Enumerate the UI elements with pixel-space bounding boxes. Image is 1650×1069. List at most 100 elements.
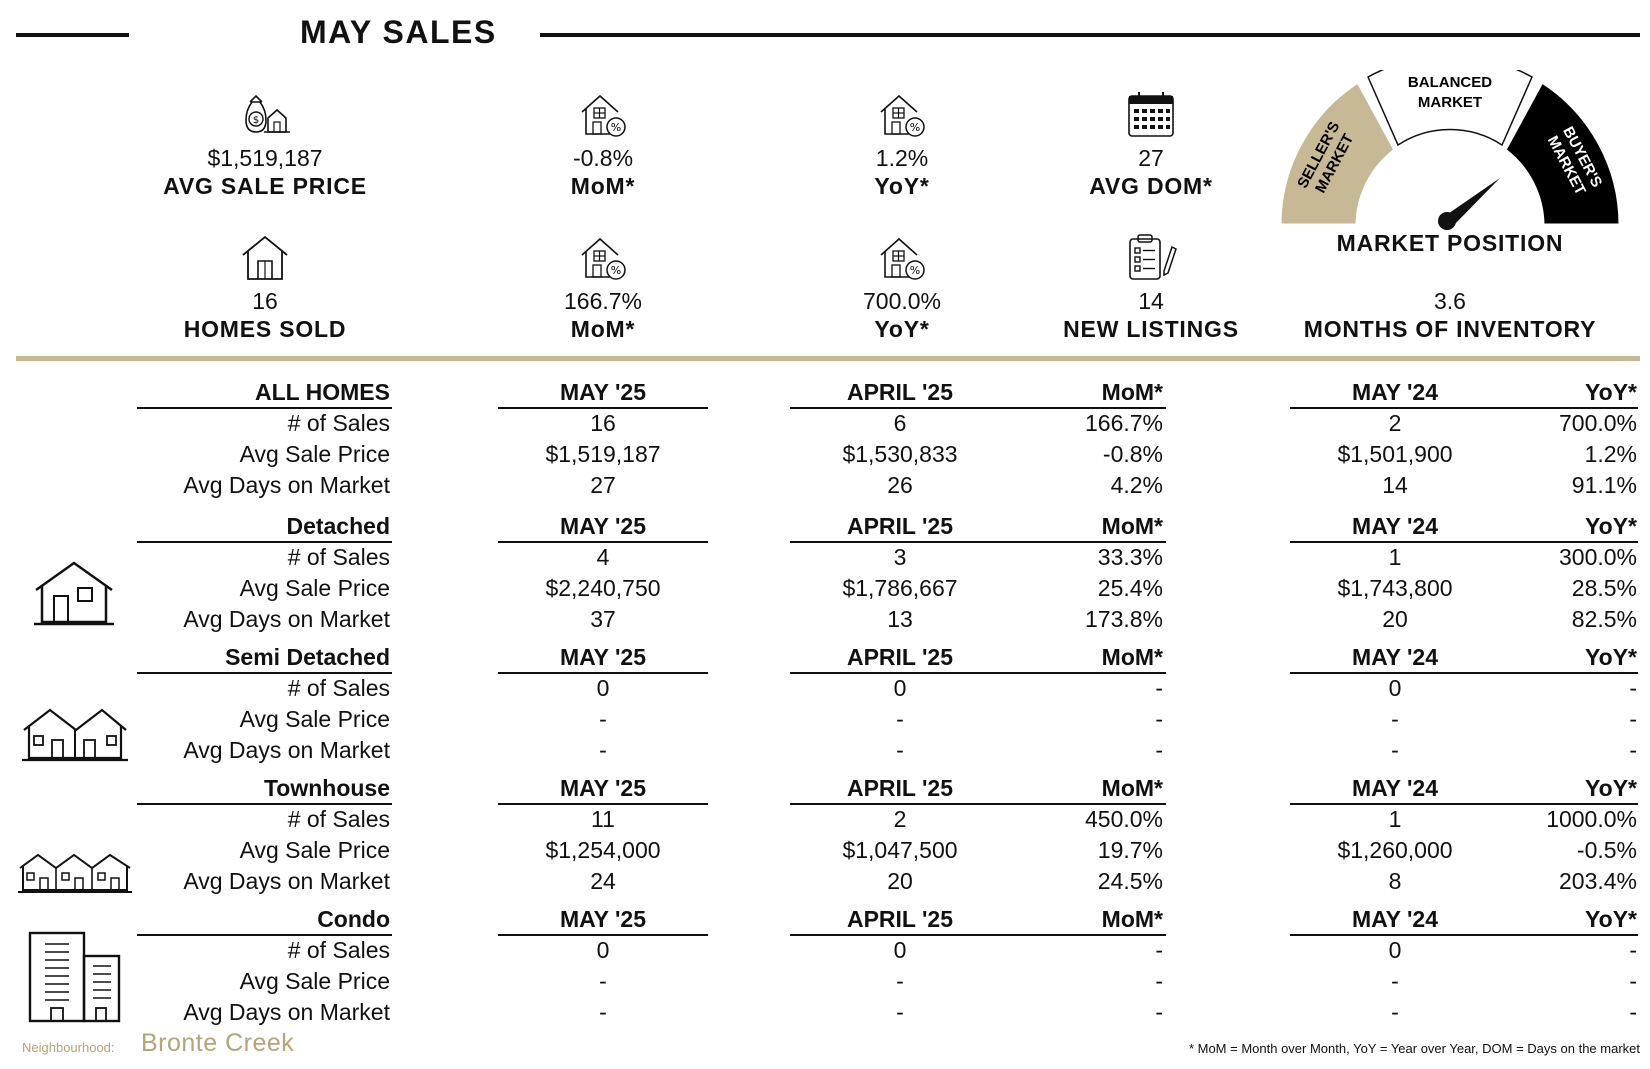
price-yoy-label: YoY* [874,173,930,199]
table-cell: $1,530,833 [842,441,958,467]
neighbourhood-name: Bronte Creek [141,1029,295,1057]
table-cell: - [1629,937,1637,963]
months-inventory-label: MONTHS OF INVENTORY [1303,316,1597,342]
price-mom-value: -0.8% [572,145,634,171]
table-cell: 25.4% [1097,575,1163,601]
column-header: APRIL '25 [846,644,954,670]
stat-new-listings: 14 NEW LISTINGS [1001,231,1301,343]
table-cell: -0.5% [1576,837,1637,863]
row-label: Avg Sale Price [239,706,390,732]
semi-detached-icon [22,708,128,762]
table-cell: - [599,706,607,732]
row-label: # of Sales [287,544,390,570]
buyer-market-segment [1503,79,1622,227]
column-header: YoY* [1585,644,1637,670]
table-cell: - [1155,737,1163,763]
table-cell: 1 [1388,806,1402,832]
balanced-label-1: BALANCED [1408,74,1492,91]
table-cell: 20 [887,868,913,894]
table-cell: - [1629,675,1637,701]
row-label: # of Sales [287,937,390,963]
table-cell: $1,501,900 [1337,441,1453,467]
balanced-market-segment [1367,70,1533,147]
table-cell: 4 [596,544,610,570]
table-cell: - [896,968,904,994]
header-rule-left [16,33,129,37]
table-cell: $1,743,800 [1337,575,1453,601]
header-underline [1290,407,1638,409]
table-cell: 203.4% [1558,868,1637,894]
header-underline [1290,803,1638,805]
table-cell: 6 [893,410,907,436]
header-underline [137,934,392,936]
row-label: Avg Days on Market [183,868,390,894]
table-cell: 28.5% [1571,575,1637,601]
house-percent-icon: % [880,94,925,137]
column-header: MAY '24 [1351,906,1439,932]
column-header: YoY* [1585,379,1637,405]
header-underline [498,803,708,805]
price-mom-label: MoM* [570,173,636,199]
table-cell: - [1155,999,1163,1025]
table-cell: 20 [1382,606,1408,632]
sales-yoy-value: 700.0% [862,288,941,314]
table-cell: $1,260,000 [1337,837,1453,863]
market-position-gauge: SELLER'S MARKET BALANCED MARKET BUYER'S … [1278,70,1622,230]
table-cell: - [1155,937,1163,963]
table-cell: 0 [596,937,610,963]
stat-avg-dom: 27 AVG DOM* [1001,88,1301,200]
row-label: Avg Days on Market [183,472,390,498]
table-cell: - [1391,999,1399,1025]
section-title: Townhouse [263,775,390,801]
table-cell: - [1629,999,1637,1025]
section-title: ALL HOMES [254,379,390,405]
balanced-label-2: MARKET [1418,94,1482,111]
table-cell: 2 [893,806,907,832]
row-label: # of Sales [287,675,390,701]
header-underline [498,934,708,936]
header-underline [790,407,1166,409]
column-header: MAY '25 [559,379,647,405]
row-label: Avg Sale Price [239,837,390,863]
header-underline [498,407,708,409]
table-cell: - [1391,706,1399,732]
column-header: MoM* [1101,379,1163,405]
new-listings-value: 14 [1138,288,1164,314]
table-cell: $1,047,500 [842,837,958,863]
stat-price-yoy: % 1.2% YoY* [752,88,1052,200]
table-cell: - [896,999,904,1025]
table-cell: 24 [590,868,616,894]
table-cell: - [1155,706,1163,732]
table-cell: 82.5% [1571,606,1637,632]
svg-text:%: % [910,264,920,277]
stat-months-inventory: 3.6 MONTHS OF INVENTORY [1300,285,1600,343]
header-rule-right [540,33,1640,37]
table-cell: - [1629,737,1637,763]
column-header: MoM* [1101,775,1163,801]
table-cell: 173.8% [1084,606,1163,632]
column-header: MoM* [1101,906,1163,932]
column-header: MoM* [1101,513,1163,539]
house-percent-icon: % [581,237,626,280]
column-header: APRIL '25 [846,513,954,539]
header-underline [790,541,1166,543]
header-underline [790,934,1166,936]
svg-text:%: % [611,121,621,134]
avg-dom-value: 27 [1138,145,1164,171]
table-cell: $1,519,187 [545,441,661,467]
row-label: Avg Days on Market [183,737,390,763]
header-underline [1290,672,1638,674]
table-cell: - [896,706,904,732]
table-cell: 24.5% [1097,868,1163,894]
row-label: # of Sales [287,410,390,436]
table-cell: 450.0% [1084,806,1163,832]
table-cell: 91.1% [1571,472,1637,498]
column-header: MAY '24 [1351,379,1439,405]
table-cell: - [1155,968,1163,994]
table-cell: 300.0% [1558,544,1637,570]
row-label: Avg Sale Price [239,575,390,601]
stat-sales-yoy: % 700.0% YoY* [752,231,1052,343]
table-cell: 1.2% [1584,441,1637,467]
column-header: MAY '24 [1351,644,1439,670]
row-label: Avg Days on Market [183,999,390,1025]
